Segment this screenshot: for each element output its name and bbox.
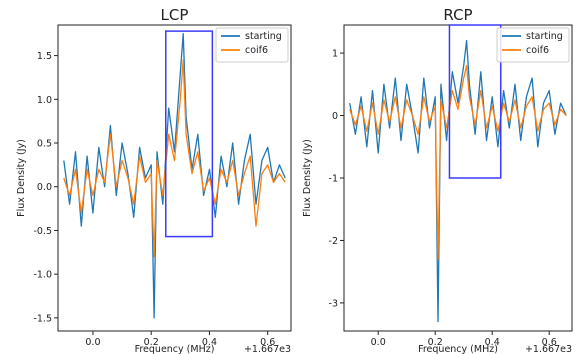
y-tick-label: -2	[329, 236, 338, 247]
series-line-coif6	[63, 59, 286, 258]
legend-label-coif6: coif6	[526, 45, 549, 56]
x-offset-label: +1.667e3	[525, 344, 572, 354]
y-tick-label: -1.5	[33, 313, 52, 324]
chart-title: LCP	[161, 6, 189, 24]
x-offset-label: +1.667e3	[244, 344, 291, 354]
chart-panel-lcp: LCP 0.0 0.2 0.4 0.6 -1.5 -1.0 -0.5 0.0 0.5 1.0 1.5 F…	[16, 6, 292, 354]
x-tick-label: 0.6	[542, 337, 557, 348]
y-tick-label: 0.5	[37, 139, 52, 150]
y-axis-label: Flux Density (Jy)	[16, 139, 27, 217]
y-tick-label: -1	[329, 174, 338, 185]
x-tick-label: 0.0	[85, 337, 100, 348]
x-tick-label: 0.4	[485, 337, 500, 348]
y-tick-label: -1.0	[33, 270, 52, 281]
x-tick-label: 0.2	[428, 337, 443, 348]
highlight-box	[448, 24, 502, 179]
x-tick-label: 0.6	[260, 337, 275, 348]
y-axis-label: Flux Density (Jy)	[302, 139, 313, 217]
x-axis-label: Frequency (MHz)	[135, 344, 215, 354]
chart-panel-rcp: RCP 0.0 0.2 0.4 0.6 -3 -2 -1 0 1 Frequency (MHz) Fl…	[302, 6, 573, 354]
legend-label-starting: starting	[526, 31, 563, 42]
series-line-starting	[63, 33, 286, 319]
y-tick-label: -0.5	[33, 226, 52, 237]
y-tick-label: 0	[332, 111, 338, 122]
plot-area-frame	[57, 24, 292, 332]
chart-title: RCP	[443, 6, 472, 24]
y-tick-label: -3	[329, 298, 338, 309]
y-tick-label: 1	[332, 49, 338, 60]
y-tick-label: 1.5	[37, 51, 52, 62]
series-line-coif6	[349, 64, 567, 260]
x-tick-label: 0.2	[144, 337, 159, 348]
x-tick-label: 0.0	[371, 337, 386, 348]
legend-label-starting: starting	[245, 31, 282, 42]
highlight-box	[165, 30, 214, 238]
legend-label-coif6: coif6	[245, 45, 268, 56]
x-tick-label: 0.4	[202, 337, 217, 348]
y-tick-label: 1.0	[37, 95, 52, 106]
y-tick-label: 0.0	[37, 182, 52, 193]
x-axis-label: Frequency (MHz)	[418, 344, 498, 354]
